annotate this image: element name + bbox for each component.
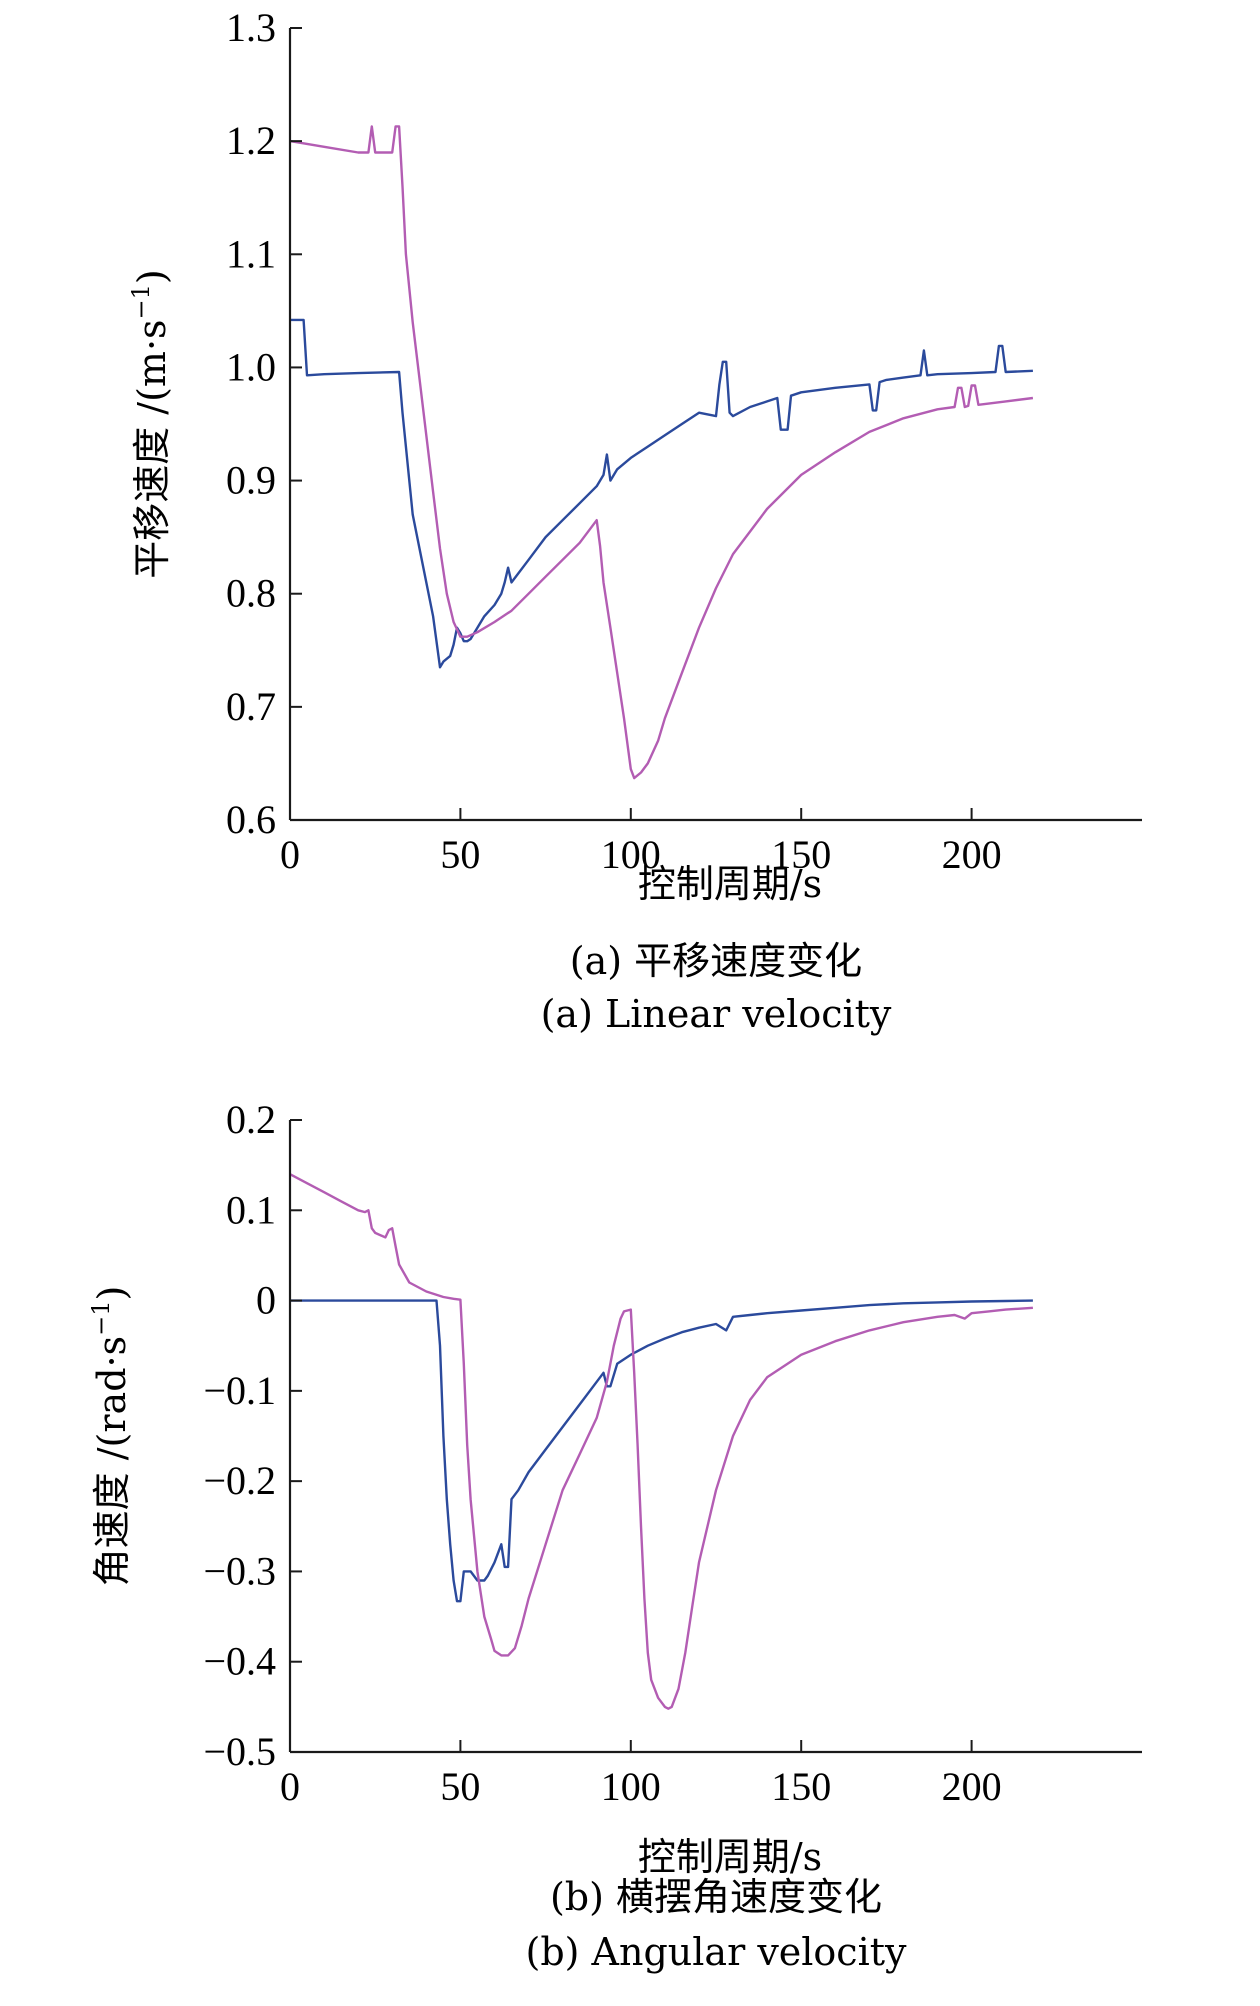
series-line-a-2 bbox=[289, 125, 1034, 780]
y-tick-label: −0.5 bbox=[203, 1729, 276, 1774]
x-tick-label: 200 bbox=[942, 832, 1002, 877]
x-axis-label-a: 控制周期/s bbox=[638, 862, 822, 906]
y-axis-label-tail-b: ) bbox=[90, 1286, 134, 1301]
y-axis-label-sup-b: −1 bbox=[87, 1301, 115, 1336]
y-tick-label: 0.1 bbox=[226, 1187, 276, 1232]
y-axis-label-sup-a: −1 bbox=[127, 284, 155, 319]
y-tick-label: 1.3 bbox=[226, 5, 276, 50]
y-tick-label: 0.6 bbox=[226, 797, 276, 842]
series-line-b-2 bbox=[289, 1173, 1033, 1710]
x-tick-label: 200 bbox=[942, 1764, 1002, 1809]
x-axis-label-b: 控制周期/s bbox=[638, 1835, 822, 1879]
caption-cn-a: (a) 平移速度变化 bbox=[570, 939, 862, 983]
x-tick-label: 50 bbox=[440, 832, 480, 877]
caption-cn-b: (b) 横摆角速度变化 bbox=[550, 1875, 882, 1919]
chart-panel-a: 1.3 1.2 1.1 1.0 0.9 0.8 0.7 0.60 50 100 150 200 平移速… bbox=[127, 5, 1142, 1036]
y-tick-label: 0 bbox=[256, 1278, 276, 1323]
x-tick-label: 100 bbox=[601, 832, 661, 877]
y-axis-label-tail-a: ) bbox=[130, 269, 174, 284]
y-tick-label: 0.8 bbox=[226, 571, 276, 616]
caption-en-a: (a) Linear velocity bbox=[541, 992, 892, 1036]
x-tick-label: 0 bbox=[280, 1764, 300, 1809]
ticks-b: 0.20.10−0.1−0.2−0.3−0.4−0.50 50 100 150 200 bbox=[203, 1097, 1001, 1809]
series-layer-b bbox=[289, 1173, 1033, 1710]
y-axis-label-b: 角速度 /(rad·s−1) bbox=[87, 1286, 134, 1587]
x-tick-label: 100 bbox=[601, 1764, 661, 1809]
series-layer-a bbox=[289, 125, 1034, 780]
ticks-a: 1.3 1.2 1.1 1.0 0.9 0.8 0.7 0.60 50 100 150 200 bbox=[226, 5, 1002, 877]
series-line-b-1 bbox=[290, 1299, 1033, 1603]
x-tick-label: 150 bbox=[771, 1764, 831, 1809]
y-axis-label-main-b: 角速度 /(rad·s bbox=[90, 1336, 134, 1586]
chart-panel-b: 0.20.10−0.1−0.2−0.3−0.4−0.50 50 100 150 200 … bbox=[87, 1097, 1142, 1974]
y-tick-label: −0.2 bbox=[203, 1458, 276, 1503]
y-axis-label-main-a: 平移速度 /(m·s bbox=[130, 319, 174, 578]
x-tick-label: 0 bbox=[280, 832, 300, 877]
series-line-a-1 bbox=[290, 318, 1033, 669]
y-tick-label: −0.3 bbox=[203, 1548, 276, 1593]
y-tick-label: 1.0 bbox=[226, 344, 276, 389]
y-tick-label: 1.2 bbox=[226, 118, 276, 163]
x-tick-label: 150 bbox=[771, 832, 831, 877]
y-tick-label: 0.9 bbox=[226, 458, 276, 503]
y-tick-label: 0.7 bbox=[226, 684, 276, 729]
y-tick-label: 0.2 bbox=[226, 1097, 276, 1142]
y-tick-label: 1.1 bbox=[226, 231, 276, 276]
y-axis-label-a: 平移速度 /(m·s−1) bbox=[127, 269, 174, 579]
y-tick-label: −0.4 bbox=[203, 1639, 276, 1684]
y-tick-label: −0.1 bbox=[203, 1368, 276, 1413]
x-tick-label: 50 bbox=[440, 1764, 480, 1809]
caption-en-b: (b) Angular velocity bbox=[526, 1930, 908, 1974]
